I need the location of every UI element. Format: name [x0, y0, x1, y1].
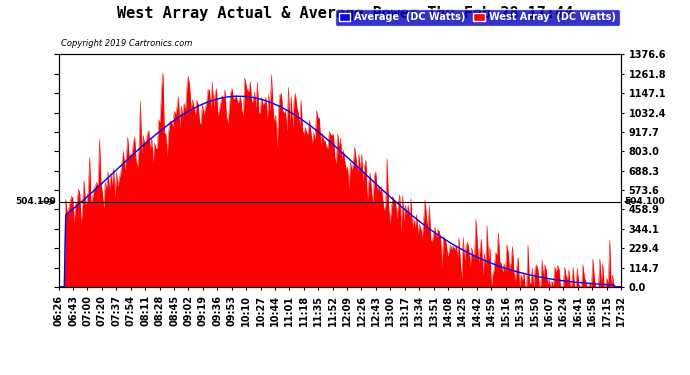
Text: 504.100: 504.100 — [15, 197, 56, 206]
Text: Copyright 2019 Cartronics.com: Copyright 2019 Cartronics.com — [61, 39, 192, 48]
Text: West Array Actual & Average Power Thu Feb 28 17:44: West Array Actual & Average Power Thu Fe… — [117, 6, 573, 21]
Legend: Average  (DC Watts), West Array  (DC Watts): Average (DC Watts), West Array (DC Watts… — [335, 9, 620, 26]
Text: 504.100: 504.100 — [624, 197, 664, 206]
